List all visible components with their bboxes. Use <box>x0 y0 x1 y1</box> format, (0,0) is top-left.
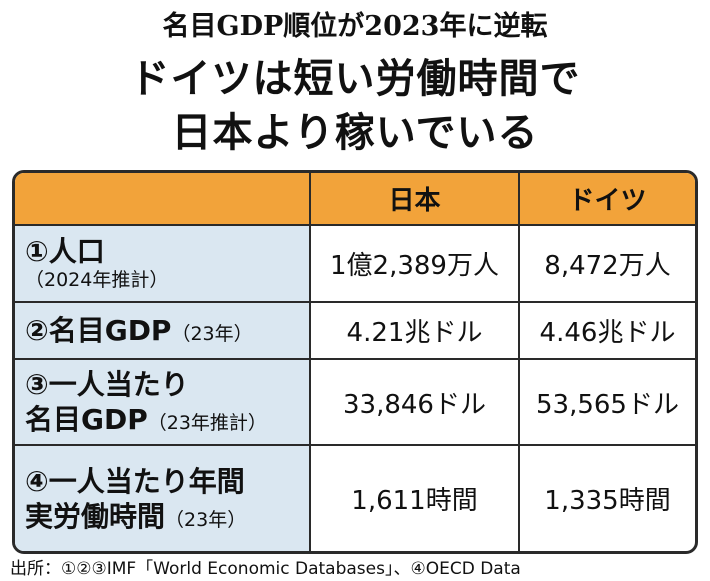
value-cell: 1億2,389万人 <box>309 223 520 304</box>
label-text: ②名目GDP <box>25 314 172 348</box>
column-header: ドイツ <box>518 173 695 226</box>
row-label: ①人口 （2024年推計） <box>15 223 311 304</box>
column-header: 日本 <box>309 173 520 226</box>
label-text: 名目GDP <box>25 403 148 437</box>
label-line: 実労働時間（23年） <box>25 499 309 534</box>
value-cell: 1,335時間 <box>518 444 695 551</box>
value-cell: 8,472万人 <box>518 223 695 304</box>
corner-cell <box>15 173 311 226</box>
label-text: ④一人当たり年間 <box>25 464 245 498</box>
label-note: （23年） <box>171 323 253 346</box>
label-text: ①人口 <box>25 235 105 269</box>
label-line: ④一人当たり年間 <box>25 464 309 499</box>
row: ④一人当たり年間 実労働時間（23年） 1,611時間 1,335時間 <box>15 444 695 551</box>
label-note: （23年） <box>165 508 247 531</box>
table-box: 日本 ドイツ ①人口 （2024年推計） 1億2,389万人 8,472万人 ②名目GDP（… <box>12 170 698 554</box>
row-label: ②名目GDP（23年） <box>15 301 311 361</box>
label-line: ①人口 <box>25 234 309 269</box>
label-line: ②名目GDP（23年） <box>25 313 309 348</box>
value-cell: 33,846ドル <box>309 358 520 446</box>
label-line: ③一人当たり <box>25 367 309 402</box>
headline: ドイツは短い労働時間で <box>129 56 581 102</box>
source: 出所：①②③IMF「World Economic Databases」、④OEC… <box>10 559 521 579</box>
label-text: 実労働時間 <box>25 499 166 533</box>
table: 日本 ドイツ ①人口 （2024年推計） 1億2,389万人 8,472万人 ②名目GDP（… <box>15 173 695 551</box>
label-text: ③一人当たり <box>25 368 189 402</box>
row: ③一人当たり 名目GDP（23年推計） 33,846ドル 53,565ドル <box>15 358 695 446</box>
label-note: （2024年推計） <box>25 269 169 292</box>
value-cell: 4.21兆ドル <box>309 301 520 361</box>
title: 名目GDP順位が2023年に逆転 <box>162 11 548 42</box>
row-label: ④一人当たり年間 実労働時間（23年） <box>15 444 311 551</box>
value-cell: 53,565ドル <box>518 358 695 446</box>
header-row: 日本 ドイツ <box>15 173 695 226</box>
label-note: （23年推計） <box>147 412 267 435</box>
row: ①人口 （2024年推計） 1億2,389万人 8,472万人 <box>15 223 695 304</box>
headline: 日本より稼いでいる <box>171 110 539 156</box>
row: ②名目GDP（23年） 4.21兆ドル 4.46兆ドル <box>15 301 695 361</box>
value-cell: 1,611時間 <box>309 444 520 551</box>
row-label: ③一人当たり 名目GDP（23年推計） <box>15 358 311 446</box>
label-line: 名目GDP（23年推計） <box>25 402 309 437</box>
value-cell: 4.46兆ドル <box>518 301 695 361</box>
